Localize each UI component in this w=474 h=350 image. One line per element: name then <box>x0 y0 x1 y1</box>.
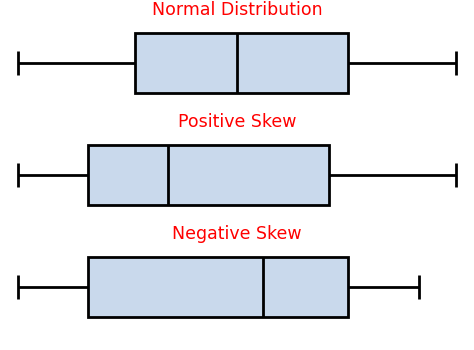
Bar <box>88 145 329 205</box>
Text: Normal Distribution: Normal Distribution <box>152 1 322 19</box>
Text: Positive Skew: Positive Skew <box>178 113 296 131</box>
Bar <box>135 33 348 93</box>
Bar <box>88 257 348 317</box>
Text: Negative Skew: Negative Skew <box>172 225 302 243</box>
